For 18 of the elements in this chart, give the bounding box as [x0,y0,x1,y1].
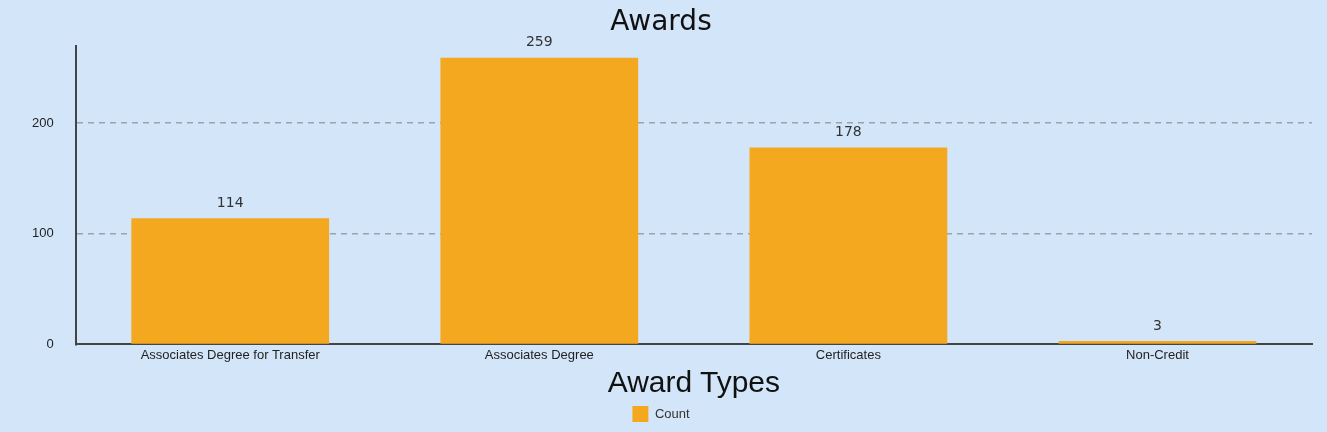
x-tick-label: Non-Credit [1126,346,1190,362]
x-tick-label: Associates Degree for Transfer [140,346,321,362]
y-tick-label: 200 [31,114,54,130]
bar [1058,341,1257,344]
chart-title: Awards [610,4,712,38]
legend-label: Count [654,405,690,421]
bar [440,57,639,344]
data-label: 114 [216,193,244,210]
data-label: 259 [525,33,553,50]
x-tick-label: Associates Degree [484,346,594,362]
bar [131,218,330,344]
y-tick-label: 0 [46,335,54,351]
x-tick-label: Certificates [815,346,882,362]
bar [749,147,948,344]
y-tick-label: 100 [31,225,54,241]
data-label: 3 [1153,316,1162,333]
x-axis-title: Award Types [607,365,781,399]
data-label: 178 [835,123,862,140]
